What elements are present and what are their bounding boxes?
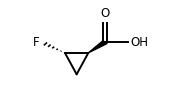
Text: OH: OH bbox=[130, 36, 148, 49]
Text: F: F bbox=[32, 36, 39, 49]
Polygon shape bbox=[88, 41, 107, 53]
Text: O: O bbox=[100, 7, 110, 20]
